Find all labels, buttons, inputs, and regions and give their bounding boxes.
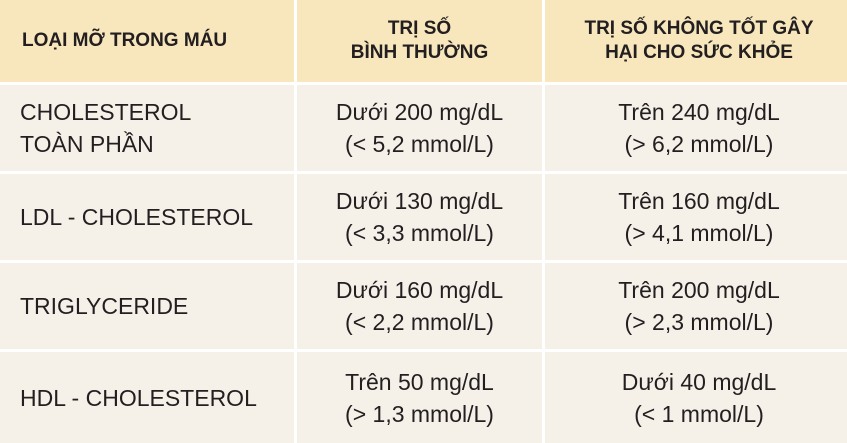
header-normal-line-1: TRỊ SỐ (387, 18, 452, 39)
row-triglyceride-harmful: Trên 200 mg/dL (> 2,3 mmol/L) (545, 263, 847, 352)
normal-value-mmol: (> 1,3 mmol/L) (345, 400, 494, 427)
lipid-type-line-2: TOÀN PHẦN (20, 131, 154, 157)
header-harmful-line-1: TRỊ SỐ KHÔNG TỐT GÂY (584, 18, 814, 39)
harmful-value-mmol: (> 6,2 mmol/L) (624, 131, 774, 157)
normal-value-mgdl: Dưới 200 mg/dL (335, 99, 504, 125)
normal-value-mgdl: Dưới 130 mg/dL (335, 188, 504, 214)
row-total-cholesterol-normal: Dưới 200 mg/dL (< 5,2 mmol/L) (297, 85, 542, 174)
normal-value-mgdl: Dưới 160 mg/dL (335, 277, 504, 303)
lipid-type-line-1: CHOLESTEROL (20, 99, 192, 125)
harmful-value-mgdl: Dưới 40 mg/dL (621, 368, 777, 395)
row-hdl-harmful: Dưới 40 mg/dL (< 1 mmol/L) (545, 352, 847, 443)
lipid-type-line-1: TRIGLYCERIDE (20, 293, 189, 319)
row-hdl-type: HDL - CHOLESTEROL (0, 352, 294, 443)
header-normal-line-2: BÌNH THƯỜNG (350, 42, 489, 63)
header-harmful-value: TRỊ SỐ KHÔNG TỐT GÂY HẠI CHO SỨC KHỎE (545, 0, 847, 85)
row-ldl-normal: Dưới 130 mg/dL (< 3,3 mmol/L) (297, 174, 542, 263)
harmful-value-mgdl: Trên 160 mg/dL (618, 188, 780, 214)
lipid-type-line-1: HDL - CHOLESTEROL (20, 384, 257, 411)
row-ldl-harmful: Trên 160 mg/dL (> 4,1 mmol/L) (545, 174, 847, 263)
row-triglyceride-normal: Dưới 160 mg/dL (< 2,2 mmol/L) (297, 263, 542, 352)
header-lipid-type: LOẠI MỠ TRONG MÁU (0, 0, 294, 85)
harmful-value-mgdl: Trên 200 mg/dL (618, 277, 780, 303)
row-triglyceride-type: TRIGLYCERIDE (0, 263, 294, 352)
header-lipid-type-text: LOẠI MỠ TRONG MÁU (22, 30, 228, 51)
harmful-value-mmol: (< 1 mmol/L) (634, 400, 764, 427)
header-normal-value: TRỊ SỐ BÌNH THƯỜNG (297, 0, 542, 85)
normal-value-mmol: (< 5,2 mmol/L) (345, 131, 494, 157)
normal-value-mgdl: Trên 50 mg/dL (345, 368, 494, 395)
harmful-value-mgdl: Trên 240 mg/dL (618, 99, 780, 125)
harmful-value-mmol: (> 2,3 mmol/L) (624, 309, 774, 335)
normal-value-mmol: (< 3,3 mmol/L) (345, 220, 494, 246)
lipid-type-line-1: LDL - CHOLESTEROL (20, 204, 254, 230)
normal-value-mmol: (< 2,2 mmol/L) (345, 309, 494, 335)
row-total-cholesterol-harmful: Trên 240 mg/dL (> 6,2 mmol/L) (545, 85, 847, 174)
header-harmful-line-2: HẠI CHO SỨC KHỎE (605, 42, 793, 63)
row-hdl-normal: Trên 50 mg/dL (> 1,3 mmol/L) (297, 352, 542, 443)
harmful-value-mmol: (> 4,1 mmol/L) (624, 220, 774, 246)
row-ldl-type: LDL - CHOLESTEROL (0, 174, 294, 263)
row-total-cholesterol-type: CHOLESTEROL TOÀN PHẦN (0, 85, 294, 174)
